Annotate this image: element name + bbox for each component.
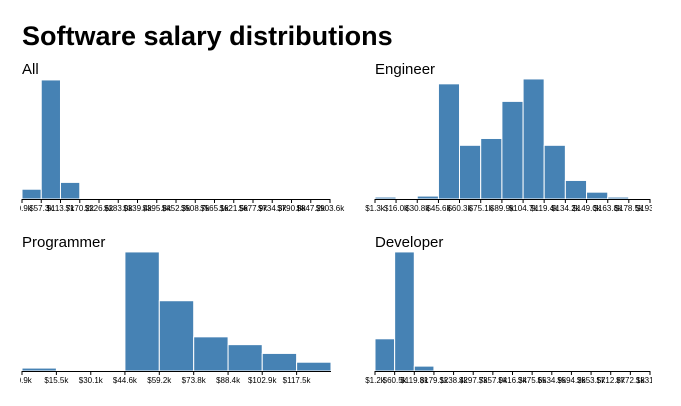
x-tick-label: $772.1k: [616, 376, 645, 385]
x-tick-label: $831.4k: [636, 376, 665, 385]
plot: $0.9k$57.3k$113.7k$170.2k$226.6k$283.0k$…: [12, 79, 345, 213]
bar: [628, 197, 651, 200]
bar: [480, 137, 503, 200]
x-tick-label: $416.3k: [498, 376, 527, 385]
x-tick-label: $621.5k: [220, 204, 249, 213]
x-tick-label: $508.7k: [181, 204, 210, 213]
x-tick-label: $357.0k: [479, 376, 508, 385]
bar: [193, 336, 229, 372]
x-tick-label: $60.3k: [447, 204, 472, 213]
panel-title: Engineer: [375, 61, 435, 78]
x-tick-label: $30.1k: [79, 376, 104, 385]
bar: [296, 361, 332, 372]
x-tick-label: $88.4k: [216, 376, 241, 385]
bar: [522, 78, 545, 200]
bar: [543, 144, 566, 200]
x-tick-label: $102.9k: [248, 376, 277, 385]
plot: $1.3k $16.0k$30.8k$45.6k$60.3k$75.1k$89.9…: [365, 78, 665, 213]
x-tick-label: $30.8k: [405, 204, 430, 213]
x-tick-label: $113.7k: [47, 204, 76, 213]
x-tick-label: $297.7k: [459, 376, 488, 385]
x-tick-label: $193.3k: [636, 204, 665, 213]
bar: [374, 196, 397, 200]
x-tick-label: $15.5k: [44, 376, 69, 385]
panel: $1.2k$60.5k$119.8k$179.1k$238.4k$297.7k$…: [365, 251, 665, 385]
plot: $0.9k $15.5k $30.1k $44.6k $59.2k $73.8k $88.4…: [12, 251, 332, 385]
bar: [59, 181, 81, 200]
bar: [124, 251, 160, 372]
x-tick-label: $847.2k: [297, 204, 326, 213]
x-tick-label: $44.6k: [113, 376, 138, 385]
x-tick-label: $75.1k: [469, 204, 494, 213]
panel: $1.3k $16.0k$30.8k$45.6k$60.3k$75.1k$89.9…: [365, 78, 665, 213]
x-tick-label: $170.2k: [66, 204, 95, 213]
bar: [261, 352, 298, 372]
x-tick-label: $452.3k: [162, 204, 191, 213]
x-tick-label: $339.4k: [123, 204, 152, 213]
x-tick-label: $57.3k: [29, 204, 54, 213]
x-tick-label: $119.4k: [530, 204, 559, 213]
x-tick-label: $59.2k: [147, 376, 172, 385]
x-tick-label: $73.8k: [182, 376, 207, 385]
x-tick-label: $119.8k: [400, 376, 429, 385]
x-tick-label: $653.5k: [577, 376, 606, 385]
bar: [607, 196, 630, 200]
x-tick-label: $1.2k: [365, 376, 386, 385]
x-tick-label: $677.9k: [239, 204, 268, 213]
x-tick-label: $283.0k: [104, 204, 133, 213]
x-tick-label: $594.2k: [557, 376, 586, 385]
x-tick-label: $734.3k: [258, 204, 287, 213]
bar: [416, 195, 439, 200]
x-tick-label: $163.8k: [594, 204, 623, 213]
panel-title: Programmer: [22, 234, 105, 251]
bar: [21, 188, 42, 200]
x-tick-label: $117.5k: [283, 376, 312, 385]
x-tick-label: $179.1k: [420, 376, 449, 385]
panel-title: Developer: [375, 234, 443, 251]
bar: [586, 191, 609, 200]
x-tick-label: $226.6k: [85, 204, 114, 213]
bar: [394, 251, 415, 372]
x-tick-label: $178.5k: [615, 204, 644, 213]
x-tick-label: $238.4k: [439, 376, 468, 385]
x-tick-label: $565.1k: [200, 204, 229, 213]
x-tick-label: $134.2k: [551, 204, 580, 213]
x-tick-label: $790.8k: [277, 204, 306, 213]
x-tick-label: $104.7k: [509, 204, 538, 213]
x-tick-label: $475.6k: [518, 376, 547, 385]
bar: [501, 100, 524, 200]
bar: [21, 367, 57, 372]
x-tick-label: $60.5k: [383, 376, 408, 385]
plot: $1.2k$60.5k$119.8k$179.1k$238.4k$297.7k$…: [365, 251, 665, 385]
x-tick-label: $0.9k: [12, 204, 33, 213]
bar: [158, 300, 195, 372]
x-tick-label: $712.8k: [596, 376, 625, 385]
bar: [40, 79, 61, 200]
bar: [413, 365, 435, 372]
x-tick-label: $45.6k: [426, 204, 451, 213]
x-tick-label: $89.9k: [490, 204, 515, 213]
x-tick-label: $1.3k: [365, 204, 386, 213]
x-tick-label: $534.9k: [538, 376, 567, 385]
x-tick-label: $149.0k: [572, 204, 601, 213]
bar: [437, 83, 461, 200]
x-tick-label: $903.6k: [316, 204, 345, 213]
bar: [564, 179, 588, 200]
x-tick-label: $0.9k: [12, 376, 33, 385]
x-tick-label: $16.0k: [384, 204, 409, 213]
bar: [459, 144, 482, 200]
panel: $0.9k $15.5k $30.1k $44.6k $59.2k $73.8k $88.4…: [12, 251, 332, 385]
page-title: Software salary distributions: [22, 21, 393, 51]
panel-title: All: [22, 61, 39, 78]
panel: $0.9k$57.3k$113.7k$170.2k$226.6k$283.0k$…: [12, 79, 345, 213]
x-tick-label: $395.8k: [143, 204, 172, 213]
bar: [227, 344, 263, 372]
bar: [374, 338, 396, 372]
